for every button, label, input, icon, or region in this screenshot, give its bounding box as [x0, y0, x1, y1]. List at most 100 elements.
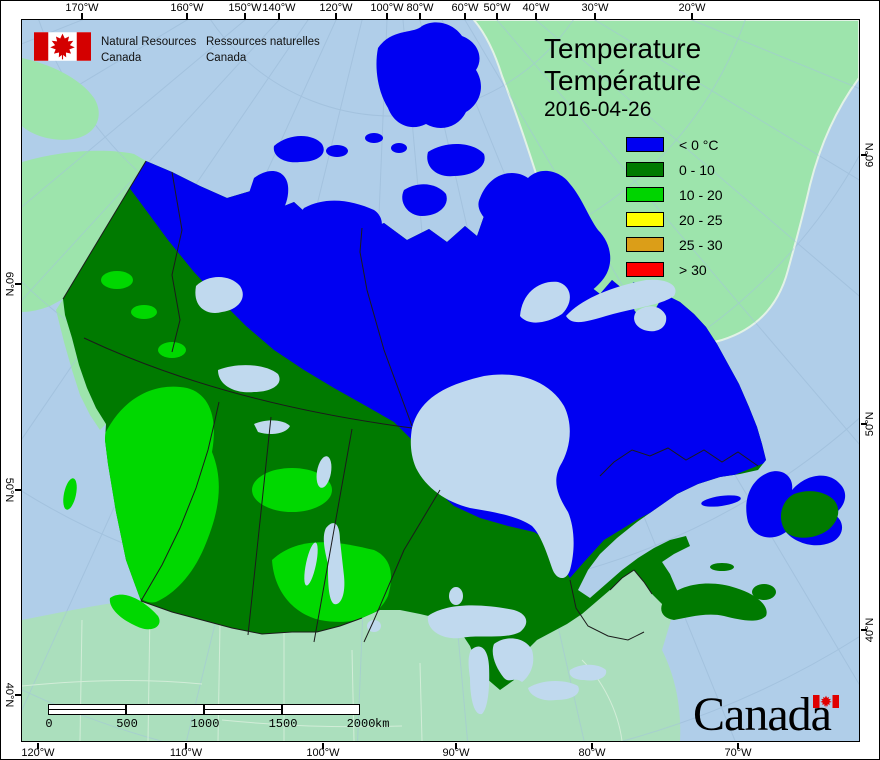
ungava-bay — [634, 306, 667, 332]
tick-mark — [15, 694, 21, 696]
tick-mark — [81, 13, 83, 19]
legend-swatch — [626, 137, 664, 152]
tick-mark — [861, 423, 867, 425]
boundaries — [62, 160, 759, 643]
border-yukon-nwt — [171, 171, 183, 353]
lake-athabasca — [254, 420, 290, 434]
wordmark-flag-icon — [813, 695, 839, 713]
foxe-basin — [520, 281, 570, 323]
border-qc-nl — [599, 447, 759, 477]
pei — [710, 563, 734, 571]
alaska-panhandle — [56, 299, 106, 430]
border-60n — [83, 337, 413, 429]
canada-flag-icon — [34, 32, 91, 66]
lake-erie — [528, 681, 579, 701]
lake-huron — [492, 638, 534, 682]
legend-row: > 30 — [626, 261, 723, 278]
scale-unit: km — [375, 717, 390, 731]
tick-mark — [496, 13, 498, 19]
hudson-bay — [410, 374, 574, 579]
nova-scotia — [661, 583, 767, 621]
legend-row: 10 - 20 — [626, 186, 723, 203]
border-on-qc — [569, 579, 645, 641]
tick-mark — [464, 13, 466, 19]
scale-bar-segment — [204, 704, 282, 715]
logo-text-en: Natural Resources Canada — [101, 34, 196, 66]
border-stlawrence-us — [609, 569, 653, 595]
tick-mark — [591, 743, 593, 749]
lake-winnipegosis — [304, 542, 318, 586]
map-title-en: Temperature — [544, 33, 702, 64]
us-land — [22, 570, 681, 741]
legend-label: 20 - 25 — [679, 211, 723, 228]
legend-label: 10 - 20 — [679, 186, 723, 203]
map-title-fr: Température — [544, 65, 702, 96]
vancouver-island — [109, 594, 160, 630]
tick-mark — [594, 13, 596, 19]
tick-mark — [419, 13, 421, 19]
legend-label: 25 - 30 — [679, 236, 723, 253]
newfoundland-east — [780, 491, 839, 538]
border-ab-sk — [247, 416, 272, 636]
logo-en-line1: Natural Resources — [101, 36, 197, 48]
legend-row: < 0 °C — [626, 136, 723, 153]
tick-mark — [861, 629, 867, 631]
great-bear-lake — [195, 277, 243, 313]
legend-label: > 30 — [679, 261, 707, 278]
scale-bar — [48, 704, 360, 715]
border-141w — [62, 160, 147, 300]
legend-swatch — [626, 187, 664, 202]
maple-leaf-icon — [50, 33, 75, 60]
tick-mark — [861, 154, 867, 156]
tick-mark — [185, 743, 187, 749]
great-slave-lake — [218, 365, 280, 393]
logo-text-fr: Ressources naturelles Canada — [206, 34, 320, 66]
alaska-land — [22, 150, 146, 312]
tick-mark — [335, 13, 337, 19]
tick-mark — [15, 283, 21, 285]
legend-swatch — [626, 262, 664, 277]
lake-ontario — [569, 664, 607, 681]
tick-mark — [386, 13, 388, 19]
tick-mark — [455, 743, 457, 749]
tick-mark — [691, 13, 693, 19]
scale-bar-segment — [126, 704, 204, 715]
tick-mark — [15, 489, 21, 491]
tick-mark — [278, 13, 280, 19]
logo-fr-line2: Canada — [206, 52, 247, 64]
zone-below-0 — [63, 161, 766, 578]
tick-mark — [535, 13, 537, 19]
border-sk-mb — [313, 428, 353, 643]
tick-mark — [737, 743, 739, 749]
map-canvas — [22, 20, 859, 741]
hudson-strait — [566, 279, 676, 323]
haida-gwaii — [63, 478, 77, 510]
border-nwt-nunavut — [359, 227, 413, 427]
legend-row: 20 - 25 — [626, 211, 723, 228]
canada-wordmark: Canada — [693, 688, 832, 741]
border-canada-us — [140, 600, 363, 635]
maple-leaf-icon — [820, 695, 832, 708]
legend-swatch — [626, 237, 664, 252]
chukotka-land — [22, 58, 99, 140]
scale-bar-segment — [48, 704, 126, 715]
tick-mark — [37, 743, 39, 749]
tick-mark — [322, 743, 324, 749]
cape-breton — [752, 584, 776, 600]
lake-of-the-woods — [367, 620, 381, 632]
lake-michigan — [468, 646, 490, 715]
logo-fr-line1: Ressources naturelles — [206, 36, 320, 48]
legend-swatch — [626, 162, 664, 177]
border-mb-on — [363, 489, 441, 643]
lake-winnipeg — [323, 523, 345, 605]
border-bc-ab — [140, 401, 220, 602]
map-date: 2016-04-26 — [544, 98, 652, 121]
lake-nipigon — [449, 587, 463, 605]
arctic-islands — [246, 22, 741, 507]
inland-water — [195, 277, 676, 715]
legend-swatch — [626, 212, 664, 227]
scale-bar-segment — [282, 704, 360, 715]
legend-label: < 0 °C — [679, 136, 719, 153]
legend-row: 25 - 30 — [626, 236, 723, 253]
